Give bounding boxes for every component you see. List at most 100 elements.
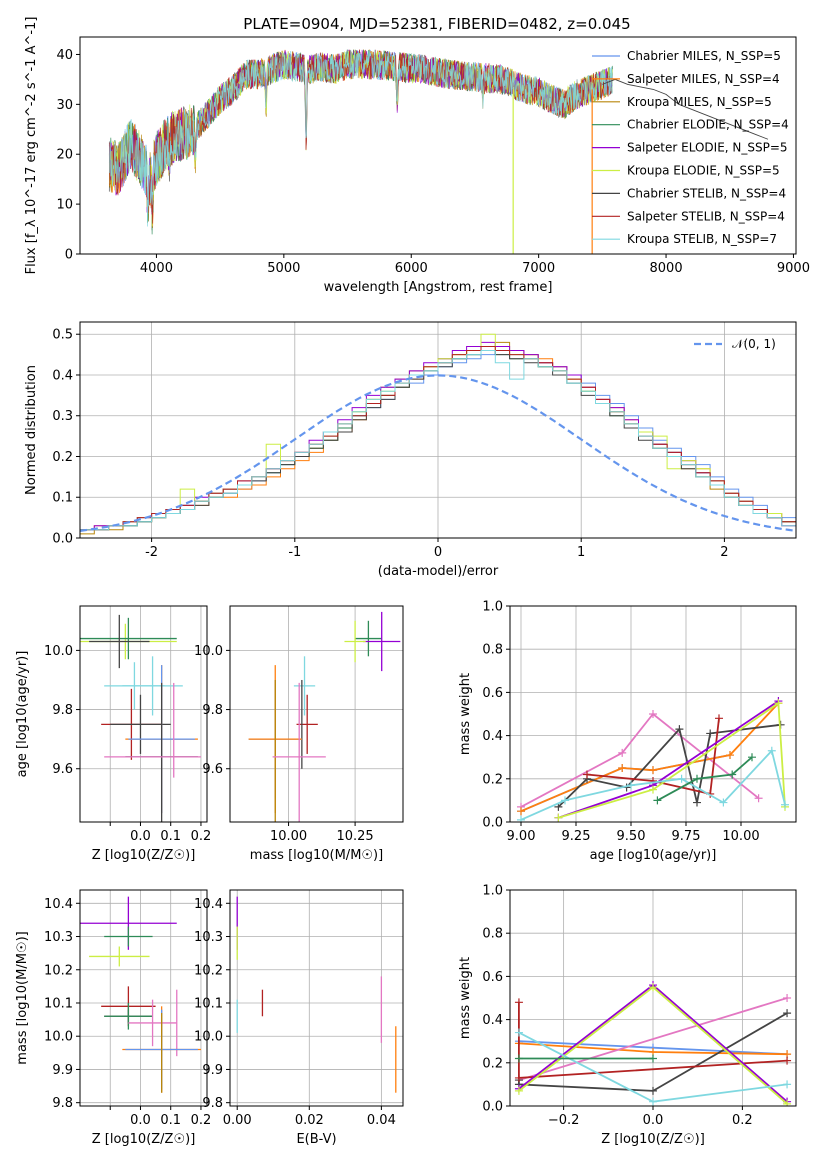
legend-entry: Chabrier MILES, N_SSP=5 <box>627 49 781 63</box>
x-tick-label: 10.25 <box>336 829 373 844</box>
y-tick-label: 0.0 <box>52 532 73 547</box>
x-tick-label: 10.00 <box>722 829 759 844</box>
weight-line <box>656 756 753 802</box>
y-tick-label: 9.8 <box>52 703 73 718</box>
y-tick-label: 9.9 <box>202 1063 223 1078</box>
weight-marker <box>517 815 525 822</box>
y-tick-label: 0.8 <box>482 643 503 658</box>
y-axis-label: Flux [f_λ 10^-17 erg cm^-2 s^-1 A^-1] <box>24 17 39 275</box>
x-axis-label: age [log10(age/yr)] <box>590 848 717 863</box>
y-axis-label: Normed distribution <box>24 365 39 495</box>
x-tick-label: 0.0 <box>130 829 151 844</box>
plot-area <box>80 614 201 822</box>
weight-marker <box>783 1056 792 1065</box>
y-tick-label: 10.2 <box>194 963 223 978</box>
weight-marker <box>653 796 662 805</box>
weight-marker <box>561 796 569 805</box>
panel-age-vs-mass: 10.00 10.25 9.6 9.8 10.0 mass [log10(M/M☉)] <box>194 605 404 863</box>
weight-line <box>558 701 786 819</box>
y-tick-label: 0.0 <box>482 1100 503 1115</box>
y-tick-label: 10.0 <box>194 644 223 659</box>
weight-marker <box>767 746 776 755</box>
panel-mass-weight-vs-age: 9.00 9.25 9.50 9.75 10.00 0.0 0.2 0.4 0.6 0.8 1.0 a… <box>458 600 797 863</box>
y-tick-label: 10.1 <box>194 996 223 1011</box>
x-tick-label: 0.00 <box>223 1113 252 1128</box>
y-tick-label: 40 <box>56 48 73 63</box>
y-tick-label: 0.4 <box>52 368 73 383</box>
plot-area <box>514 981 792 1106</box>
y-tick-label: 9.8 <box>202 703 223 718</box>
weight-marker <box>627 781 635 790</box>
y-tick-label: 30 <box>56 98 73 113</box>
y-tick-label: 0.5 <box>52 328 73 343</box>
y-tick-label: 10.3 <box>194 930 223 945</box>
weight-marker <box>514 1086 523 1095</box>
weight-marker <box>715 714 723 723</box>
legend-entry: Salpeter MILES, N_SSP=4 <box>627 72 780 86</box>
x-tick-label: 0.0 <box>643 1113 664 1128</box>
histogram-series <box>80 350 796 531</box>
x-tick-label: 4000 <box>140 261 173 276</box>
x-tick-label: 9.75 <box>672 829 701 844</box>
x-tick-label: 0.2 <box>191 829 212 844</box>
weight-marker <box>783 1099 792 1106</box>
model-tail <box>602 78 769 140</box>
weight-marker <box>774 699 783 708</box>
weight-marker <box>781 800 789 809</box>
normal-curve <box>80 374 796 532</box>
y-tick-label: 10.1 <box>44 996 73 1011</box>
weight-marker <box>583 770 591 779</box>
legend-entry: Chabrier STELIB, N_SSP=4 <box>627 186 786 200</box>
weight-marker <box>649 785 657 794</box>
y-tick-label: 9.9 <box>52 1063 73 1078</box>
y-tick-label: 9.8 <box>202 1096 223 1111</box>
x-tick-label: -2 <box>145 545 158 560</box>
plot-area <box>248 611 401 822</box>
x-tick-label: 10.00 <box>270 829 307 844</box>
panel-residuals: 𝒩(0, 1) -2 -1 0 1 2 0.0 0.1 0.2 0.3 0.4 0.5 (data-mo… <box>24 321 797 579</box>
plot-area <box>80 333 796 535</box>
weight-marker <box>618 748 627 757</box>
x-tick-label: 9.50 <box>617 829 646 844</box>
y-tick-label: 20 <box>56 148 73 163</box>
y-tick-label: 10.3 <box>44 930 73 945</box>
spectrum-line <box>108 49 613 227</box>
weight-marker <box>514 1073 523 1082</box>
x-tick-label: 7000 <box>522 261 555 276</box>
panel-mass-vs-Z: 0.0 0.1 0.2 9.8 9.9 10.0 10.1 10.2 10.3 10.4 Z [lo… <box>15 889 211 1147</box>
axes-frame <box>79 889 208 1107</box>
weight-line <box>518 997 788 1081</box>
axes-frame <box>229 889 404 1107</box>
weight-marker <box>554 813 563 822</box>
x-tick-label: -1 <box>288 545 301 560</box>
y-tick-label: 10.0 <box>44 644 73 659</box>
weight-marker <box>649 1086 657 1095</box>
x-tick-label: 0.2 <box>732 1113 753 1128</box>
y-tick-label: 0.1 <box>52 491 73 506</box>
x-tick-label: −0.2 <box>548 1113 580 1128</box>
y-tick-label: 0.2 <box>52 450 73 465</box>
weight-marker <box>783 1009 792 1018</box>
axes-frame <box>229 605 404 823</box>
legend-entry: Salpeter ELODIE, N_SSP=5 <box>627 141 788 155</box>
weight-marker <box>726 751 734 760</box>
weight-marker <box>514 1028 523 1037</box>
y-tick-label: 0 <box>65 248 73 263</box>
x-tick-label: 9000 <box>777 261 810 276</box>
plot-area <box>80 896 201 1093</box>
legend-entry: Kroupa STELIB, N_SSP=7 <box>627 232 777 246</box>
x-axis-label: Z [log10(Z/Z☉)] <box>92 1132 196 1147</box>
x-tick-label: 0 <box>434 545 442 560</box>
panel-mass-vs-EBV: 0.00 0.02 0.04 9.8 9.9 10.0 10.1 10.2 10.3 10.4 E(… <box>194 889 404 1147</box>
legend-entry: Kroupa MILES, N_SSP=5 <box>627 95 772 109</box>
x-axis-label: (data-model)/error <box>378 564 499 579</box>
weight-marker <box>728 770 737 779</box>
weight-marker <box>754 794 763 803</box>
y-tick-label: 1.0 <box>482 600 503 615</box>
y-tick-label: 10.4 <box>44 897 73 912</box>
y-tick-label: 1.0 <box>482 884 503 899</box>
y-tick-label: 0.4 <box>482 1013 503 1028</box>
x-axis-label: E(B-V) <box>296 1132 336 1147</box>
weight-marker <box>748 753 756 762</box>
